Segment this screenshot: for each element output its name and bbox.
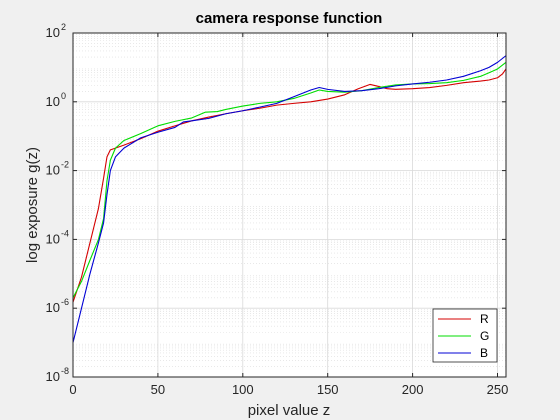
x-tick-labels: 0 50 100 150 200 250	[69, 382, 508, 397]
axes-frame	[72, 32, 507, 378]
series-line-r	[72, 68, 507, 303]
series-line-b	[72, 55, 507, 343]
x-tick-label: 250	[487, 382, 509, 397]
x-tick-label: 200	[402, 382, 424, 397]
chart-title: camera response function	[196, 10, 383, 27]
x-tick-label: 0	[69, 382, 76, 397]
legend-label-g: G	[480, 329, 489, 343]
x-tick-label: 50	[151, 382, 165, 397]
series-line-g	[72, 61, 507, 299]
y-tick-exponent: -8	[61, 366, 69, 376]
legend-label-b: B	[480, 346, 488, 360]
y-tick-label: 10	[46, 163, 60, 178]
x-tick-label: 100	[232, 382, 254, 397]
axis-ticks	[72, 32, 506, 378]
y-axis-label: log exposure g(z)	[24, 147, 41, 263]
y-tick-exponent: -4	[61, 228, 69, 238]
y-tick-exponent: -2	[61, 160, 69, 170]
y-tick-exponent: 2	[61, 22, 66, 32]
x-axis-label: pixel value z	[248, 402, 331, 419]
y-tick-label: 10	[46, 25, 60, 40]
y-tick-label: 10	[46, 231, 60, 246]
y-tick-exponent: -6	[61, 297, 69, 307]
y-tick-label: 10	[46, 369, 60, 384]
legend-label-r: R	[480, 312, 489, 326]
y-tick-label: 10	[46, 94, 60, 109]
series-layer	[72, 55, 507, 343]
x-tick-label: 150	[317, 382, 339, 397]
y-tick-label: 10	[46, 300, 60, 315]
y-tick-exponent: 0	[61, 91, 66, 101]
legend: RGB	[432, 308, 498, 363]
